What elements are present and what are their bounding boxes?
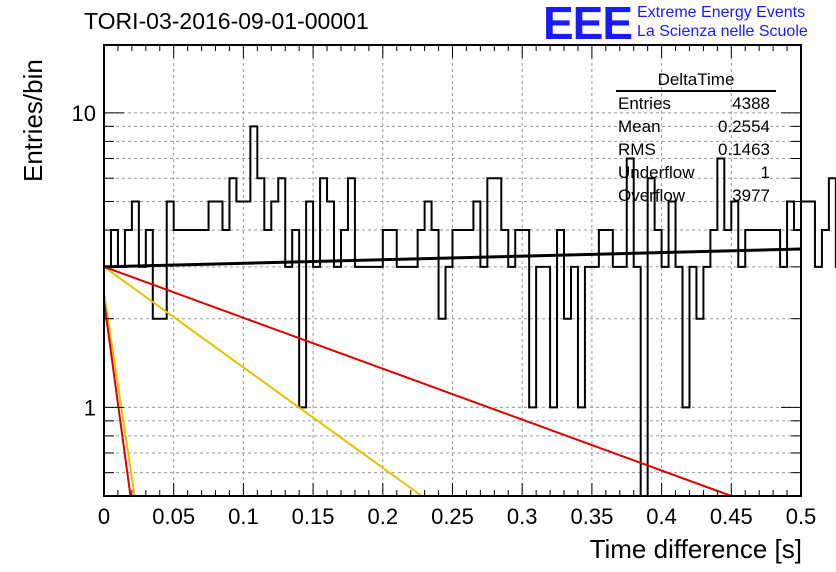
x-tick-label: 0 xyxy=(98,504,110,529)
x-tick-label: 0.2 xyxy=(368,504,399,529)
y-axis-label: Entries/bin xyxy=(18,59,48,182)
stats-row-overflow: Overflow 3977 xyxy=(612,184,776,207)
fit-lines xyxy=(103,247,802,497)
x-tick-label: 0.25 xyxy=(431,504,474,529)
fit-line xyxy=(103,265,732,497)
x-tick-label: 0.05 xyxy=(152,504,195,529)
stats-value: 3977 xyxy=(732,186,770,205)
x-tick-label: 0.1 xyxy=(228,504,259,529)
logo-caption-line2: La Scienza nelle Scuole xyxy=(637,23,808,40)
stats-value: 1 xyxy=(760,163,770,182)
x-tick-label: 0.3 xyxy=(507,504,538,529)
stats-row-underflow: Underflow 1 xyxy=(612,161,776,184)
stats-row-mean: Mean 0.2554 xyxy=(612,115,776,138)
axis-ticks xyxy=(103,45,802,497)
stats-label: Overflow xyxy=(618,186,686,205)
stats-row-entries: Entries 4388 xyxy=(612,92,776,115)
stats-label: RMS xyxy=(618,140,656,159)
stats-value: 0.2554 xyxy=(718,117,770,136)
stats-box: DeltaTime Entries 4388 Mean 0.2554 RMS 0… xyxy=(612,70,776,207)
plot-title: TORI-03-2016-09-01-00001 xyxy=(84,8,369,34)
fit-line xyxy=(103,266,423,497)
stats-value: 0.1463 xyxy=(718,140,770,159)
fit-line xyxy=(103,247,802,269)
x-axis-label: Time difference [s] xyxy=(589,534,802,564)
eee-logo: EEE xyxy=(543,0,633,49)
stats-row-rms: RMS 0.1463 xyxy=(612,138,776,161)
logo-caption: Extreme Energy Events La Scienza nelle S… xyxy=(637,3,808,41)
fit-line xyxy=(103,300,132,497)
x-tick-label: 0.35 xyxy=(570,504,613,529)
stats-value: 4388 xyxy=(732,94,770,113)
y-tick-label: 10 xyxy=(72,101,96,126)
y-tick-label: 1 xyxy=(84,395,96,420)
x-tick-label: 0.5 xyxy=(786,504,817,529)
axis-tick-labels: 0 0.05 0.1 0.15 0.2 0.25 0.3 0.35 0.4 0.45 0.5 1 10 xyxy=(72,101,817,529)
x-tick-label: 0.15 xyxy=(292,504,335,529)
stats-label: Mean xyxy=(618,117,661,136)
x-tick-label: 0.4 xyxy=(646,504,677,529)
x-tick-label: 0.45 xyxy=(710,504,753,529)
stats-label: Entries xyxy=(618,94,671,113)
stats-title: DeltaTime xyxy=(616,70,776,92)
stats-label: Underflow xyxy=(618,163,695,182)
logo-caption-line1: Extreme Energy Events xyxy=(637,4,806,21)
fit-line xyxy=(103,292,136,497)
